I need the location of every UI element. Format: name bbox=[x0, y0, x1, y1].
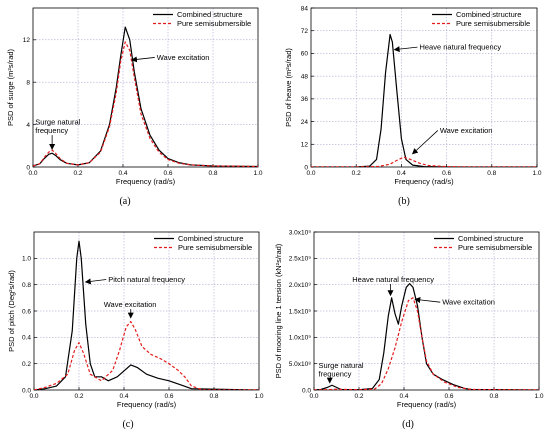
x-tick-label: 1.0 bbox=[253, 170, 262, 177]
series-line-combined-structure bbox=[314, 283, 539, 390]
y-tick-label: 0 bbox=[26, 164, 30, 171]
series-line-pure-semisubmersible bbox=[33, 41, 258, 167]
x-tick-label: 0.6 bbox=[442, 170, 451, 177]
x-tick-label: 0.6 bbox=[444, 393, 453, 400]
annotation-label: Wave excitation bbox=[157, 53, 210, 62]
y-tick-label: 84 bbox=[301, 5, 309, 12]
y-tick-label: 1.5x10⁹ bbox=[289, 308, 312, 315]
x-tick-label: 0.8 bbox=[209, 393, 218, 400]
y-tick-label: 2.0x10⁹ bbox=[289, 282, 312, 289]
y-axis-label: PSD of surge (m²s/rad) bbox=[6, 48, 15, 126]
annotation-label: Wave excitation bbox=[440, 126, 493, 135]
x-tick-label: 0.8 bbox=[489, 393, 498, 400]
annotation-label: frequency bbox=[35, 126, 68, 135]
x-tick-label: 0.4 bbox=[399, 393, 408, 400]
x-tick-label: 0.4 bbox=[119, 393, 128, 400]
legend-label: Combined structure bbox=[177, 10, 242, 19]
legend-label: Combined structure bbox=[178, 234, 243, 243]
chart-panel: 0.0 0.2 0.4 0.6 0.8 1.0 0 4 8 12 Frequency (rad/s)… bbox=[6, 7, 263, 207]
x-tick-label: 0.2 bbox=[74, 393, 83, 400]
y-tick-label: 8 bbox=[26, 80, 30, 87]
annotation-label: Wave excitation bbox=[442, 298, 495, 307]
series-line-combined-structure bbox=[311, 33, 537, 167]
y-tick-label: 0 bbox=[304, 164, 308, 171]
annotation-label: Wave excitation bbox=[104, 300, 157, 309]
x-tick-label: 0.4 bbox=[397, 170, 406, 177]
x-tick-label: 1.0 bbox=[532, 170, 541, 177]
chart-panel: 0.0 0.2 0.4 0.6 0.8 1.0 0.0 5.0x10⁸ 1.0x10⁹ 1.5x1… bbox=[274, 229, 544, 430]
legend-label: Pure semisubmersible bbox=[177, 19, 251, 28]
annotation-arrow bbox=[393, 46, 418, 53]
legend-label: Pure semisubmersible bbox=[458, 243, 532, 252]
y-tick-label: 24 bbox=[301, 119, 309, 126]
annotation-label: Heave natural frequency bbox=[419, 43, 501, 52]
legend-label: Combined structure bbox=[458, 234, 523, 243]
series-line-combined-structure bbox=[33, 26, 258, 167]
annotation-arrow bbox=[84, 278, 107, 285]
panel-label: (c) bbox=[122, 419, 133, 430]
y-tick-label: 2.5x10⁹ bbox=[289, 256, 312, 263]
x-tick-label: 0.0 bbox=[309, 393, 318, 400]
x-axis-label: Frequency (rad/s) bbox=[116, 177, 176, 186]
annotation-arrow bbox=[131, 56, 155, 63]
x-tick-label: 0.0 bbox=[306, 170, 315, 177]
y-tick-label: 0.4 bbox=[22, 335, 31, 342]
panel-label: (a) bbox=[119, 196, 130, 207]
y-tick-label: 0.6 bbox=[22, 308, 31, 315]
x-tick-label: 0.6 bbox=[163, 170, 172, 177]
x-axis-label: Frequency (rad/s) bbox=[397, 400, 457, 409]
legend-label: Pure semisubmersible bbox=[178, 243, 252, 252]
y-tick-label: 0.2 bbox=[22, 361, 31, 368]
legend-label: Combined structure bbox=[456, 10, 521, 19]
y-tick-label: 12 bbox=[23, 37, 31, 44]
y-tick-label: 48 bbox=[301, 73, 309, 80]
legend-label: Pure semisubmersible bbox=[456, 19, 530, 28]
annotation-label: Pitch natural frequency bbox=[108, 275, 185, 284]
series-line-pure-semisubmersible bbox=[311, 156, 537, 167]
x-tick-label: 1.0 bbox=[534, 393, 543, 400]
y-tick-label: 12 bbox=[301, 142, 309, 149]
series-line-pure-semisubmersible bbox=[314, 297, 539, 390]
y-tick-label: 0.8 bbox=[22, 282, 31, 289]
y-axis-label: PSD of pitch (Deg²s/rad) bbox=[7, 270, 16, 352]
annotation-label: Surge natural bbox=[319, 361, 364, 370]
annotation-label: frequency bbox=[319, 369, 352, 378]
y-axis-label: PSD of heave (m²s/rad) bbox=[284, 48, 293, 127]
x-tick-label: 0.2 bbox=[352, 170, 361, 177]
annotation-label: Heave natural frequency bbox=[352, 275, 434, 284]
x-tick-label: 0.4 bbox=[118, 170, 127, 177]
x-tick-label: 0.8 bbox=[208, 170, 217, 177]
y-axis-label: PSD of mooring line 1 tension (kN²s/rad) bbox=[274, 243, 283, 378]
x-tick-label: 0.0 bbox=[29, 393, 38, 400]
panel-label: (d) bbox=[402, 419, 414, 430]
y-tick-label: 1.0x10⁹ bbox=[289, 335, 312, 342]
y-tick-label: 5.0x10⁸ bbox=[289, 361, 312, 368]
plot-frame bbox=[32, 7, 259, 168]
annotation-arrow bbox=[414, 296, 441, 303]
x-tick-label: 1.0 bbox=[254, 393, 263, 400]
y-tick-label: 60 bbox=[301, 51, 309, 58]
x-tick-label: 0.0 bbox=[28, 170, 37, 177]
y-tick-label: 4 bbox=[26, 122, 30, 129]
y-tick-label: 0.0 bbox=[22, 387, 31, 394]
y-tick-label: 1.0 bbox=[22, 256, 31, 263]
y-tick-label: 72 bbox=[301, 28, 309, 35]
annotation-label: Surge natural bbox=[35, 118, 80, 127]
x-axis-label: Frequency (rad/s) bbox=[394, 177, 454, 186]
x-axis-label: Frequency (rad/s) bbox=[117, 400, 177, 409]
x-tick-label: 0.8 bbox=[487, 170, 496, 177]
series-line-combined-structure bbox=[34, 240, 259, 390]
chart-panel: 0.0 0.2 0.4 0.6 0.8 1.0 0 12 24 36 48 60 72 84 Frequen… bbox=[284, 5, 542, 207]
chart-panel: 0.0 0.2 0.4 0.6 0.8 1.0 0.0 0.2 0.4 0.6 0.8 1.0 Freq… bbox=[7, 231, 264, 430]
y-tick-label: 0.0 bbox=[302, 387, 311, 394]
x-tick-label: 0.6 bbox=[164, 393, 173, 400]
annotation-arrow bbox=[411, 130, 439, 155]
y-tick-label: 36 bbox=[301, 96, 309, 103]
x-tick-label: 0.2 bbox=[354, 393, 363, 400]
x-tick-label: 0.2 bbox=[73, 170, 82, 177]
series-line-pure-semisubmersible bbox=[34, 320, 259, 390]
y-tick-label: 3.0x10⁹ bbox=[289, 229, 312, 236]
panel-label: (b) bbox=[398, 196, 410, 207]
